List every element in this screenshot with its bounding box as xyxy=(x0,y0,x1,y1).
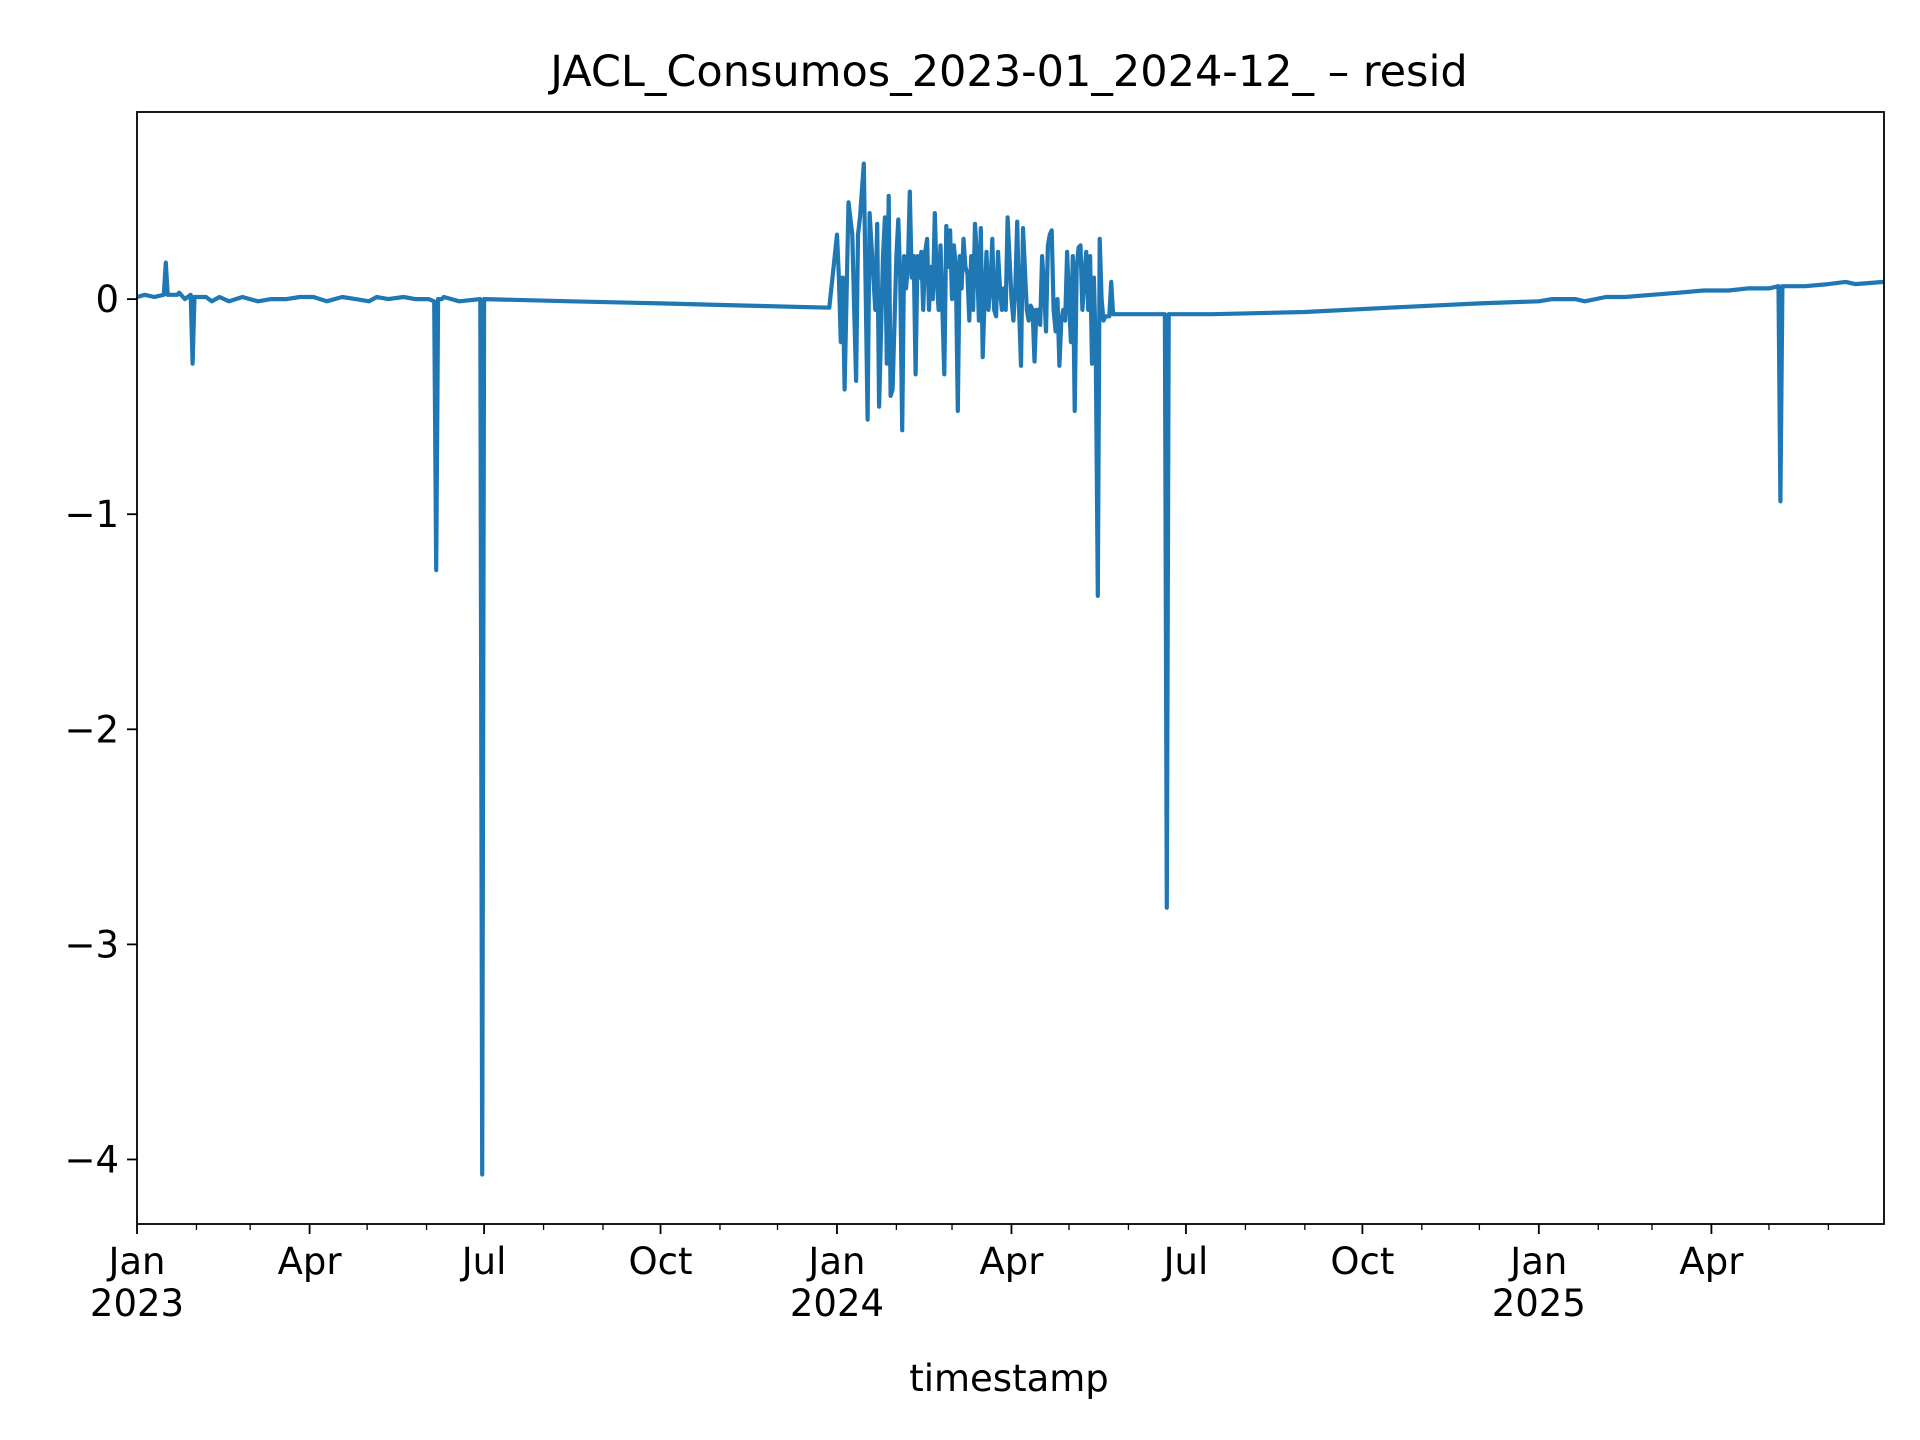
y-tick-label: −2 xyxy=(64,708,119,751)
y-tick-label: −1 xyxy=(64,493,119,536)
x-tick-year-label: 2023 xyxy=(90,1282,184,1325)
x-tick-label: Apr xyxy=(278,1240,343,1283)
x-tick-label: Oct xyxy=(629,1240,693,1283)
x-tick-label: Jul xyxy=(1162,1240,1209,1283)
chart-title: JACL_Consumos_2023-01_2024-12_ – resid xyxy=(547,47,1467,97)
y-tick-label: −4 xyxy=(64,1138,119,1181)
x-tick-year-label: 2025 xyxy=(1492,1282,1586,1325)
y-tick-label: 0 xyxy=(95,278,119,321)
x-tick-label: Jan xyxy=(1508,1240,1567,1283)
x-tick-year-label: 2024 xyxy=(790,1282,884,1325)
x-tick-label: Jan xyxy=(806,1240,865,1283)
x-tick-label: Apr xyxy=(979,1240,1044,1283)
plot-frame xyxy=(136,111,1885,1225)
x-tick-label: Jul xyxy=(460,1240,507,1283)
x-tick-label: Oct xyxy=(1330,1240,1394,1283)
y-axis-ticks: 0 −1 −2 −3 −4 xyxy=(64,278,137,1181)
series-line xyxy=(137,161,1884,1177)
y-tick-label: −3 xyxy=(64,923,119,966)
x-tick-label: Apr xyxy=(1679,1240,1744,1283)
x-axis-label: timestamp xyxy=(909,1357,1109,1400)
x-tick-label: Jan xyxy=(106,1240,165,1283)
